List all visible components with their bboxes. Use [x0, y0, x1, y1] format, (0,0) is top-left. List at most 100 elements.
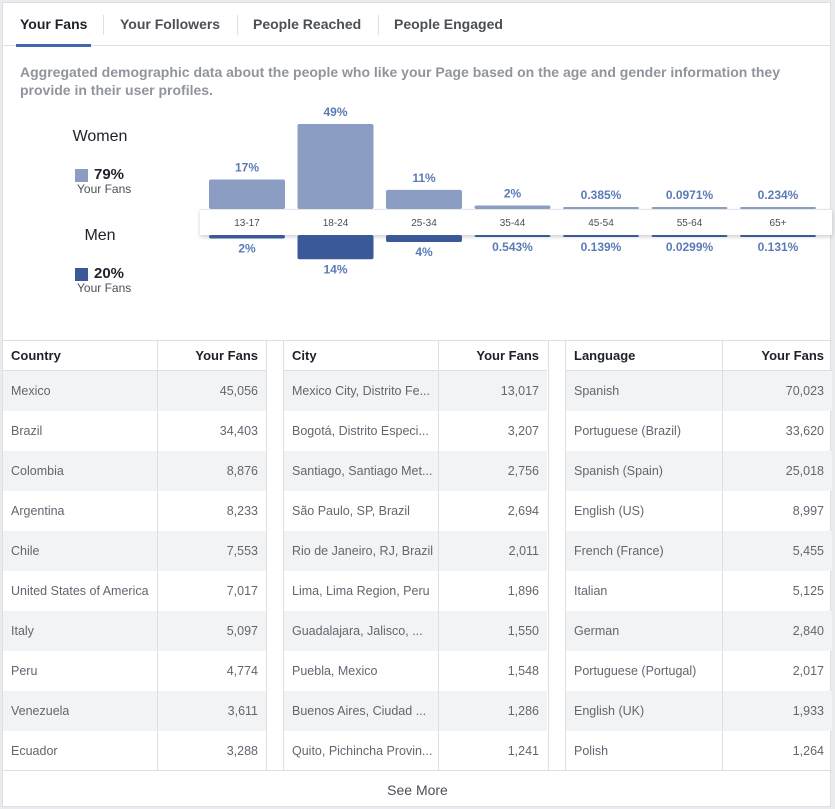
row-name: French (France) [574, 544, 664, 558]
women-value-label: 11% [412, 171, 436, 185]
men-value-label: 2% [238, 241, 256, 255]
row-name: Guadalajara, Jalisco, ... [292, 624, 423, 638]
age-tick-label: 55-64 [677, 218, 703, 229]
women-value-label: 49% [323, 105, 347, 119]
row-fans-count: 2,017 [792, 664, 824, 678]
row-name: Puebla, Mexico [292, 664, 378, 678]
men-sublabel: Your Fans [77, 281, 132, 295]
table-row: Mexico City, Distrito Fe... 13,017 [284, 371, 547, 411]
tab-your-followers[interactable]: Your Followers [120, 16, 221, 32]
tab-your-fans[interactable]: Your Fans [15, 3, 92, 47]
table-row: Lima, Lima Region, Peru 1,896 [284, 571, 547, 611]
country-table: Country Your Fans Mexico 45,056 Brazil 34,403… [3, 341, 266, 771]
table-row: English (UK) 1,933 [566, 691, 832, 731]
row-fans-count: 1,286 [507, 704, 539, 718]
row-name: Rio de Janeiro, RJ, Brazil [292, 544, 434, 558]
table-row: Portuguese (Brazil) 33,620 [566, 411, 832, 451]
tab-divider [378, 15, 379, 35]
women-value-label: 2% [504, 187, 522, 201]
men-legend: Men [40, 227, 160, 245]
row-fans-count: 2,756 [507, 464, 539, 478]
women-sublabel: Your Fans [77, 182, 132, 196]
men-percent: 20% [94, 265, 125, 282]
row-fans-count: 8,233 [226, 504, 258, 518]
row-name: Brazil [11, 424, 43, 438]
row-fans-count: 45,056 [219, 384, 258, 398]
age-tick-label: 45-54 [588, 218, 614, 229]
table-row: Peru 4,774 [3, 651, 266, 691]
table-row: English (US) 8,997 [566, 491, 832, 531]
row-fans-count: 13,017 [500, 384, 539, 398]
row-name: Lima, Lima Region, Peru [292, 584, 430, 598]
row-fans-count: 25,018 [785, 464, 824, 478]
men-swatch [75, 268, 88, 281]
women-percent: 79% [94, 166, 125, 183]
row-name: Peru [11, 664, 38, 678]
row-name: English (UK) [574, 704, 645, 718]
table-row: Quito, Pichincha Provin... 1,241 [284, 731, 547, 771]
row-fans-count: 2,694 [507, 504, 539, 518]
top-demographics-tables: Country Your Fans Mexico 45,056 Brazil 34,403… [3, 340, 832, 771]
column-header-name[interactable]: City [292, 348, 317, 363]
tab-bar: Your Fans Your Followers People Reached … [3, 3, 830, 47]
table-header: City Your Fans [284, 341, 547, 371]
women-value-label: 0.234% [758, 188, 799, 202]
table-row: Brazil 34,403 [3, 411, 266, 451]
women-bar-45-54 [563, 207, 639, 209]
table-row: Bogotá, Distrito Especi... 3,207 [284, 411, 547, 451]
column-divider [157, 341, 158, 771]
women-bar-55-64 [651, 207, 728, 209]
row-fans-count: 3,288 [226, 744, 258, 758]
table-row: Portuguese (Portugal) 2,017 [566, 651, 832, 691]
women-value-label: 0.385% [581, 188, 622, 202]
see-more-button[interactable]: See More [3, 770, 832, 808]
tab-people-engaged[interactable]: People Engaged [394, 16, 503, 32]
age-tick-label: 13-17 [234, 218, 260, 229]
row-fans-count: 34,403 [219, 424, 258, 438]
column-header-fans[interactable]: Your Fans [761, 348, 824, 363]
men-bar-35-44 [474, 235, 551, 237]
city-table: City Your Fans Mexico City, Distrito Fe...… [284, 341, 547, 771]
column-divider [438, 341, 439, 771]
tab-people-reached[interactable]: People Reached [253, 16, 362, 32]
men-bar-18-24 [297, 235, 374, 260]
row-name: Venezuela [11, 704, 70, 718]
men-bar-13-17 [209, 235, 285, 239]
row-fans-count: 5,125 [792, 584, 824, 598]
age-tick-label: 35-44 [500, 218, 526, 229]
row-fans-count: 70,023 [785, 384, 824, 398]
age-tick-label: 65+ [770, 218, 787, 229]
table-row: Rio de Janeiro, RJ, Brazil 2,011 [284, 531, 547, 571]
table-row: Chile 7,553 [3, 531, 266, 571]
row-name: Italy [11, 624, 34, 638]
row-name: Spanish [574, 384, 620, 398]
women-value-label: 0.0971% [666, 188, 714, 202]
age-axis-band [200, 209, 832, 235]
men-value-label: 0.0299% [666, 240, 714, 254]
row-fans-count: 3,611 [227, 704, 258, 718]
row-name: German [574, 624, 620, 638]
men-title: Men [84, 227, 116, 244]
row-fans-count: 3,207 [507, 424, 539, 438]
column-header-fans[interactable]: Your Fans [476, 348, 539, 363]
men-bar-65+ [740, 235, 816, 237]
table-gap [548, 341, 566, 771]
row-fans-count: 33,620 [785, 424, 824, 438]
row-fans-count: 4,774 [226, 664, 258, 678]
row-fans-count: 8,876 [226, 464, 258, 478]
table-row: Spanish (Spain) 25,018 [566, 451, 832, 491]
age-tick-label: 18-24 [323, 218, 349, 229]
column-header-name[interactable]: Country [11, 348, 61, 363]
row-fans-count: 7,553 [226, 544, 258, 558]
row-fans-count: 7,017 [226, 584, 258, 598]
column-header-fans[interactable]: Your Fans [195, 348, 258, 363]
column-header-name[interactable]: Language [574, 348, 636, 363]
tab-divider [237, 15, 238, 35]
row-name: Portuguese (Brazil) [574, 424, 681, 438]
table-row: Argentina 8,233 [3, 491, 266, 531]
table-row: Puebla, Mexico 1,548 [284, 651, 547, 691]
table-row: Buenos Aires, Ciudad ... 1,286 [284, 691, 547, 731]
row-name: Italian [574, 584, 608, 598]
table-row: São Paulo, SP, Brazil 2,694 [284, 491, 547, 531]
